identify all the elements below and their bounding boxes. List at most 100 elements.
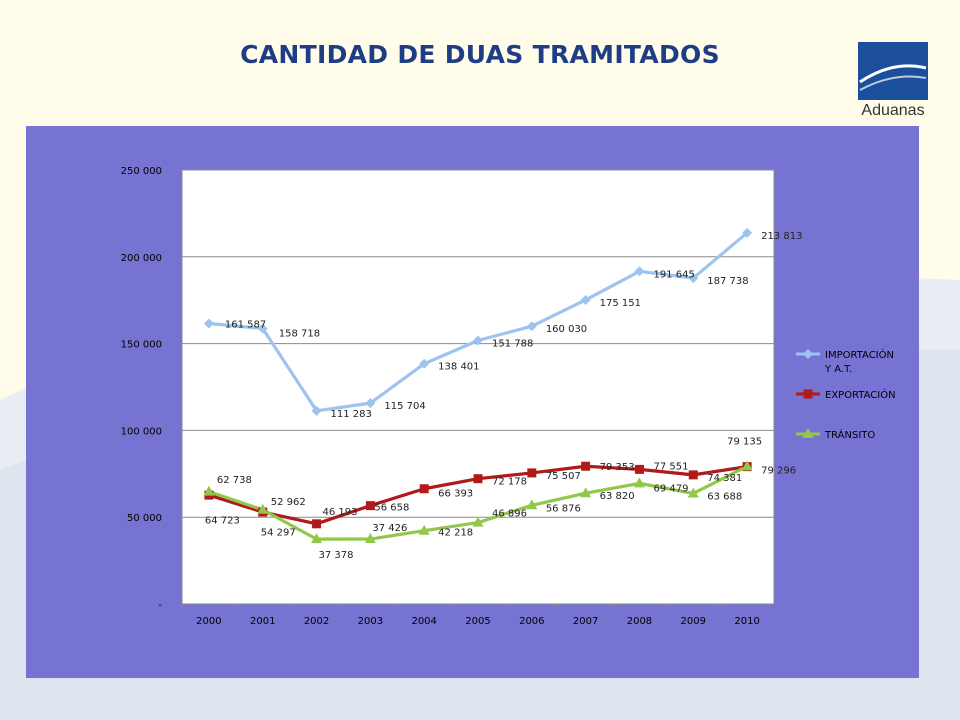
series-marker-diamond [634, 266, 645, 277]
x-tick-label: 2000 [196, 616, 221, 627]
logo-text: Aduanas [861, 102, 925, 119]
y-tick-label: 50 000 [127, 513, 162, 524]
series-marker-square [473, 474, 483, 484]
y-tick-label: 200 000 [121, 253, 162, 264]
data-label: 72 178 [492, 477, 527, 488]
data-label: 138 401 [438, 362, 479, 373]
legend-entry: TRÁNSITO [824, 428, 875, 441]
series-marker-square [312, 519, 322, 529]
series-marker-triangle [687, 487, 699, 498]
aduanas-logo: Aduanas [858, 42, 928, 122]
x-tick-label: 2008 [627, 616, 652, 627]
series-marker-triangle [311, 533, 323, 544]
series-marker-diamond [311, 405, 322, 416]
series-marker-triangle [364, 533, 376, 544]
data-label: 52 962 [271, 497, 306, 508]
data-label: 111 283 [331, 409, 372, 420]
series-marker-diamond [688, 273, 699, 284]
series-marker-triangle [580, 487, 592, 498]
series-marker-square [365, 501, 375, 511]
series-marker-diamond [580, 294, 591, 305]
y-axis-ticks: - 50 000 100 000 150 000 200 000 250 000 [121, 166, 163, 611]
series-marker-diamond [419, 358, 430, 369]
data-label: 191 645 [653, 269, 694, 280]
x-tick-label: 2006 [519, 616, 544, 627]
data-label: 151 788 [492, 338, 533, 349]
series-marker-diamond [526, 321, 537, 332]
series-marker-diamond [365, 398, 376, 409]
data-label: 63 820 [600, 491, 635, 502]
plot-background [181, 169, 775, 605]
x-tick-label: 2003 [358, 616, 383, 627]
x-tick-label: 2004 [411, 616, 436, 627]
series-marker-triangle [633, 477, 645, 488]
data-label: 161 587 [225, 319, 266, 330]
y-tick-label: 250 000 [121, 166, 162, 177]
data-label: 46 193 [323, 507, 358, 518]
data-label: 63 688 [707, 491, 742, 502]
series-marker-triangle [472, 516, 484, 527]
series-marker-triangle [203, 485, 215, 496]
line-chart: - 50 000 100 000 150 000 200 000 250 000 2000… [121, 166, 896, 627]
data-label: 79 353 [600, 462, 635, 473]
series-marker-diamond [473, 335, 483, 346]
series-marker-square [688, 470, 698, 480]
series-marker-diamond [803, 349, 813, 359]
series-marker-diamond [742, 227, 753, 238]
data-label: 158 718 [279, 328, 320, 339]
data-label: 64 723 [205, 516, 240, 527]
legend-entry: Y A.T. [824, 364, 852, 375]
data-label: 37 426 [372, 523, 407, 534]
data-label: 56 658 [374, 503, 409, 514]
series-marker-triangle [418, 524, 430, 535]
series-marker-triangle [802, 428, 814, 438]
data-label: 79 135 [727, 437, 762, 448]
legend: IMPORTACIÓN Y A.T. EXPORTACIÓN TRÁNSITO [796, 348, 896, 441]
slide-title: CANTIDAD DE DUAS TRAMITADOS [240, 40, 720, 69]
data-label: 74 381 [707, 473, 742, 484]
series-marker-square [527, 468, 537, 478]
x-tick-label: 2010 [734, 616, 759, 627]
x-tick-label: 2009 [681, 616, 706, 627]
data-label: 213 813 [761, 231, 802, 242]
data-label: 187 738 [707, 276, 748, 287]
logo-emblem [858, 42, 928, 100]
y-tick-label: 100 000 [121, 426, 162, 437]
series-marker-diamond [203, 318, 214, 329]
x-tick-label: 2007 [573, 616, 598, 627]
series-markers [203, 227, 753, 544]
data-label: 46 896 [492, 509, 527, 520]
series-marker-diamond [257, 323, 268, 334]
x-tick-label: 2001 [250, 616, 275, 627]
series-marker-square [581, 461, 591, 471]
y-tick-label: 150 000 [121, 340, 162, 351]
data-label: 77 551 [653, 461, 688, 472]
data-label: 160 030 [546, 324, 587, 335]
data-label: 66 393 [438, 489, 473, 500]
data-label: 75 507 [546, 471, 581, 482]
y-tick-label: - [158, 600, 162, 611]
data-label: 42 218 [438, 528, 473, 539]
series-marker-square [803, 389, 813, 399]
data-label: 54 297 [261, 528, 296, 539]
data-label: 175 151 [600, 298, 641, 309]
x-tick-label: 2005 [465, 616, 490, 627]
series-marker-square [419, 484, 429, 494]
data-labels: 161 587 158 718 111 283 115 704 138 401 151 7… [205, 231, 803, 561]
data-label: 62 738 [217, 475, 252, 486]
series-marker-triangle [257, 503, 269, 514]
data-label: 37 378 [319, 550, 354, 561]
data-label: 56 876 [546, 503, 581, 514]
legend-entry: EXPORTACIÓN [825, 388, 896, 401]
chart-panel: - 50 000 100 000 150 000 200 000 250 000 2000… [26, 126, 919, 678]
series-marker-triangle [741, 460, 753, 471]
plot-area [181, 169, 775, 605]
series-marker-square [634, 464, 644, 474]
data-label: 115 704 [384, 401, 425, 412]
data-label: 69 479 [653, 483, 688, 494]
x-axis-ticks: 2000 2001 2002 2003 2004 2005 2006 2007 2008 2009… [181, 604, 760, 627]
data-label: 79 296 [761, 465, 796, 476]
series-marker-triangle [526, 499, 538, 510]
legend-entry: IMPORTACIÓN [825, 348, 894, 361]
x-tick-label: 2002 [304, 616, 329, 627]
